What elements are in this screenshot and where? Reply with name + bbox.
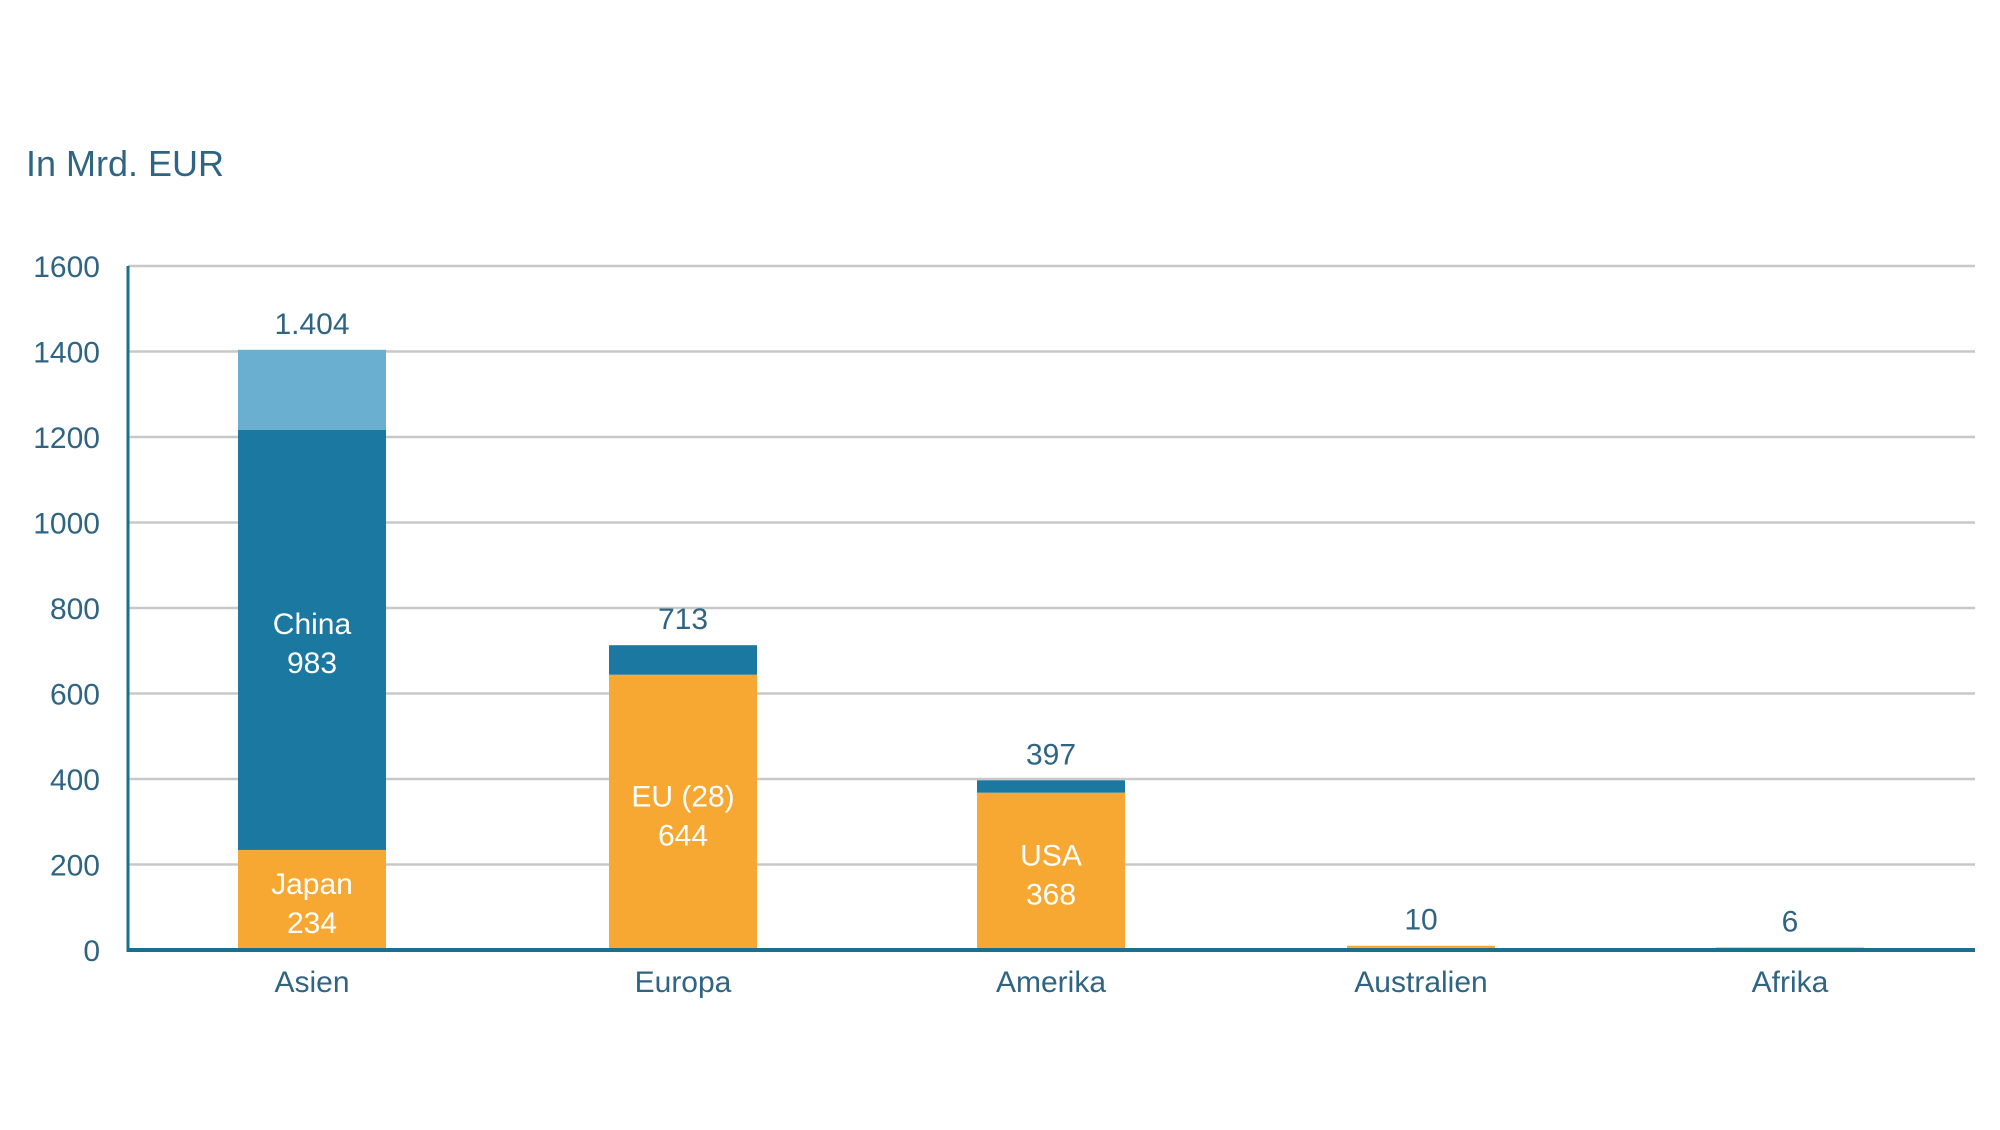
x-tick-label: Australien [1354, 966, 1487, 999]
bar-segment [609, 645, 757, 675]
gridlines [128, 264, 1975, 866]
segment-label: EU (28) [631, 780, 734, 813]
x-tick-label: Afrika [1752, 966, 1829, 999]
bar-segment [1347, 945, 1495, 950]
y-tick-label: 1000 [33, 508, 100, 541]
bar-segment [238, 429, 386, 850]
x-tick-label: Asien [274, 966, 349, 999]
segment-value-label: 983 [287, 647, 337, 680]
y-tick-label: 0 [83, 935, 100, 968]
total-label: 397 [1026, 738, 1076, 771]
segment-value-label: 644 [658, 819, 708, 852]
y-tick-label: 600 [50, 679, 100, 712]
y-tick-label: 1600 [33, 251, 100, 284]
bar-segment [238, 349, 386, 430]
total-label: 6 [1782, 905, 1799, 938]
segment-value-label: 234 [287, 907, 337, 940]
total-label: 10 [1404, 904, 1437, 937]
bars [238, 349, 1864, 950]
bar-segment [977, 792, 1125, 950]
bar-segment [609, 674, 757, 950]
segment-label: China [273, 608, 352, 641]
segment-value-label: 368 [1026, 878, 1076, 911]
y-tick-label: 800 [50, 593, 100, 626]
segment-label: USA [1020, 839, 1082, 872]
y-tick-labels: 0 200 400 600 800 1000 1200 1400 1600 [33, 251, 100, 968]
axes [126, 266, 1975, 952]
bar-segment [238, 849, 386, 950]
y-tick-label: 200 [50, 850, 100, 883]
x-tick-label: Amerika [996, 966, 1106, 999]
x-tick-labels: Asien Europa Amerika Australien Afrika [274, 966, 1828, 999]
x-tick-label: Europa [635, 966, 732, 999]
unit-label: In Mrd. EUR [26, 143, 224, 184]
y-tick-label: 1400 [33, 337, 100, 370]
total-label: 713 [658, 603, 708, 636]
segment-label: Japan [271, 868, 353, 901]
bar-segment [977, 780, 1125, 793]
total-label: 1.404 [274, 308, 349, 341]
data-labels: Japan 234 China 983 1.404 EU (28) 644 713 USA 368… [271, 308, 1798, 940]
y-tick-label: 1200 [33, 422, 100, 455]
y-tick-label: 400 [50, 764, 100, 797]
